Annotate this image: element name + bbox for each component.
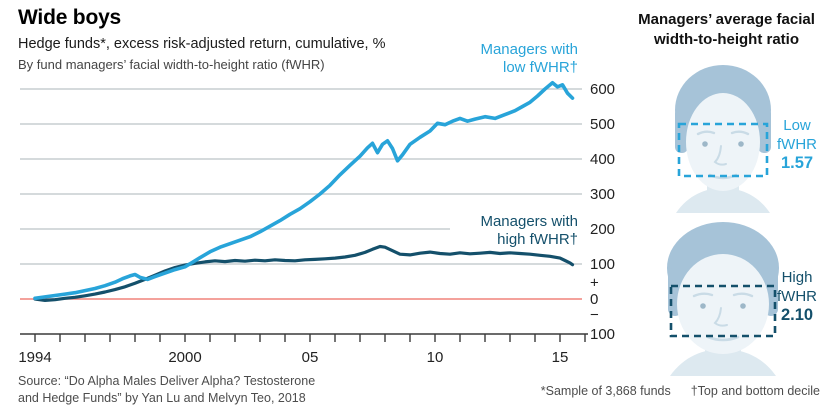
- low-fwhr-label: Low fWHR 1.57: [766, 116, 828, 173]
- eye-left: [700, 303, 706, 309]
- low-fwhr-label-line2: fWHR: [777, 136, 817, 153]
- y-tick-label: 200: [590, 221, 615, 238]
- hair-side-left: [675, 108, 688, 153]
- nose: [713, 307, 728, 327]
- gridlines: [20, 88, 582, 265]
- eyebrow-right: [730, 130, 750, 136]
- low-fwhr-value: 1.57: [780, 154, 814, 172]
- high-fwhr-face-illustration: [667, 222, 779, 376]
- high-fwhr-label-line2: fWHR: [777, 288, 817, 305]
- x-tick-label: 10: [427, 349, 444, 366]
- eyebrow-left: [696, 130, 716, 136]
- series-line-high: [33, 244, 575, 302]
- page-title: Wide boys: [18, 6, 122, 29]
- series-label-low: Managers with: [480, 41, 578, 58]
- footnote-decile: †Top and bottom decile: [690, 384, 820, 398]
- eye-right: [740, 303, 746, 309]
- x-tick-label: 05: [302, 349, 319, 366]
- footnotes: *Sample of 3,868 funds †Top and bottom d…: [541, 384, 820, 398]
- high-fwhr-label: High fWHR 2.10: [766, 268, 828, 325]
- chart-subtitle: Hedge funds*, excess risk-adjusted retur…: [18, 36, 386, 52]
- low-fwhr-face-illustration: [675, 65, 771, 213]
- x-tick-label: 2000: [168, 349, 201, 366]
- x-tick-label: 1994: [18, 349, 51, 366]
- eye-right: [738, 141, 744, 147]
- mouth: [706, 335, 740, 342]
- y-tick-label: 0: [590, 291, 598, 308]
- y-axis-labels: 600 500 400 300 200 100 +0− 100: [590, 81, 615, 343]
- source-line2: and Hedge Funds” by Yan Lu and Melvyn Te…: [18, 391, 306, 405]
- face: [677, 254, 769, 354]
- series-label-high: Managers with: [480, 213, 578, 230]
- y-tick-label: 100: [590, 256, 615, 273]
- nose: [713, 145, 727, 166]
- high-fwhr-measure-box: [669, 284, 777, 338]
- right-panel-title-line2: width-to-height ratio: [654, 31, 799, 48]
- series-label-low: low fWHR†: [503, 59, 578, 76]
- source-note: Source: “Do Alpha Males Deliver Alpha? T…: [18, 373, 315, 407]
- shoulders: [670, 349, 776, 376]
- eyebrow-right: [732, 292, 754, 298]
- returns-line-chart: 1994 2000 05 10 15 600500400300200100+0−100 …: [18, 41, 615, 366]
- high-fwhr-label-line1: High: [781, 269, 813, 286]
- shoulders: [676, 188, 770, 213]
- y-tick-label: 400: [590, 151, 615, 168]
- source-line1: Source: “Do Alpha Males Deliver Alpha? T…: [18, 374, 316, 388]
- chart-byline: By fund managers’ facial width-to-height…: [18, 57, 325, 72]
- footnote-sample: *Sample of 3,868 funds: [540, 384, 671, 398]
- right-panel-title-line1: Managers’ average facial: [638, 11, 815, 28]
- y-tick-label: 500: [590, 116, 615, 133]
- y-tick-label: 300: [590, 186, 615, 203]
- series-label-high: high fWHR†: [497, 231, 578, 248]
- x-tick-label: 15: [552, 349, 569, 366]
- right-panel-title: Managers’ average facial width-to-height…: [625, 10, 828, 50]
- eyebrow-left: [692, 292, 714, 298]
- hair-side-right: [758, 108, 771, 153]
- y-tick-label: +: [590, 275, 599, 292]
- x-axis: 1994 2000 05 10 15: [18, 333, 588, 366]
- y-tick-label: −: [590, 306, 599, 323]
- y-tick-label: 600: [590, 81, 615, 98]
- series-lines: [33, 80, 575, 302]
- eye-left: [702, 141, 708, 147]
- low-fwhr-label-line1: Low: [783, 117, 811, 134]
- high-fwhr-value: 2.10: [780, 306, 814, 324]
- series-line-low: [33, 80, 575, 301]
- face: [686, 93, 760, 191]
- y-tick-label: 100: [590, 326, 615, 343]
- low-fwhr-measure-box: [677, 122, 769, 178]
